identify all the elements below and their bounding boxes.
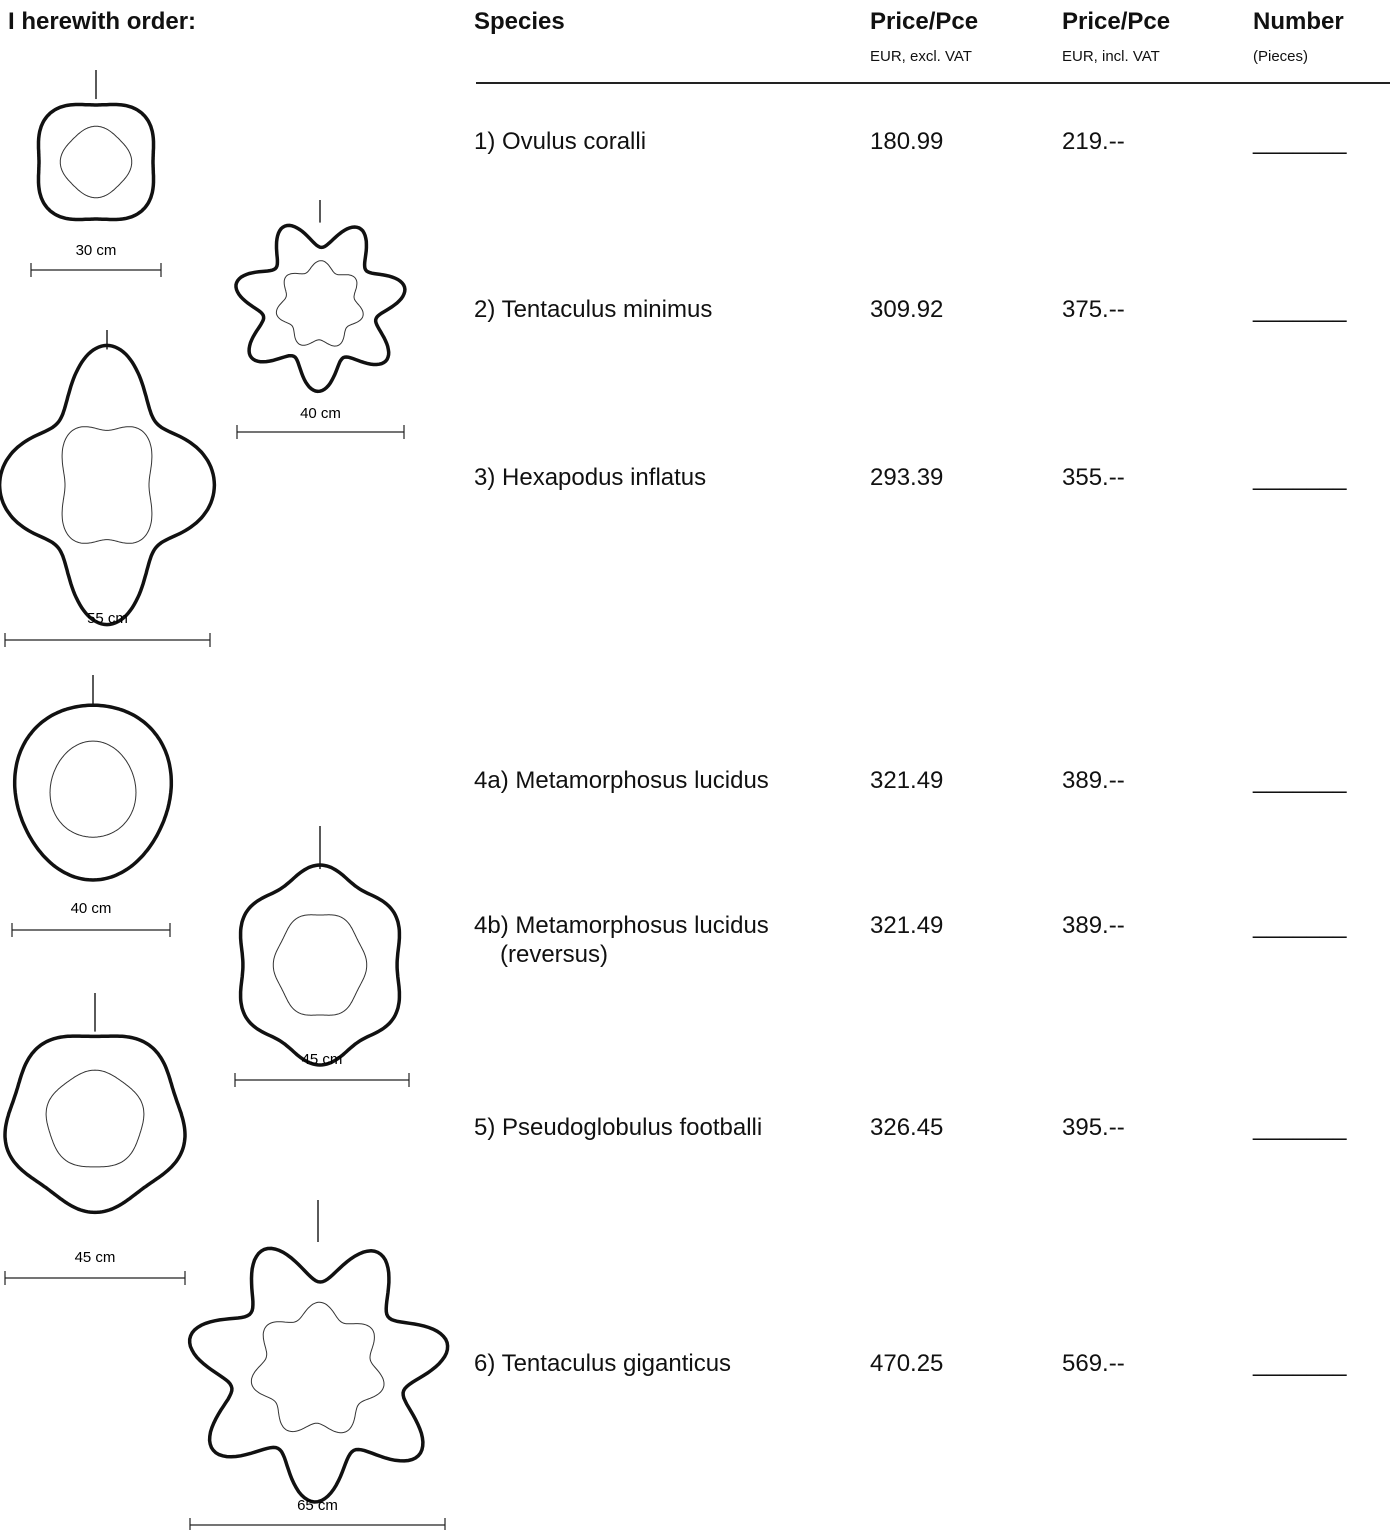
price-excl: 321.49 — [870, 912, 943, 940]
column-subtitle: (Pieces) — [1253, 48, 1308, 65]
size-label: 30 cm — [76, 242, 117, 259]
number-blank: _______ — [1253, 912, 1346, 940]
number-blank: _______ — [1253, 296, 1346, 324]
price-incl: 389.-- — [1062, 767, 1125, 795]
species-name: 5) Pseudoglobulus footballi — [474, 1114, 762, 1142]
header-rule — [476, 82, 1390, 84]
price-excl: 321.49 — [870, 767, 943, 795]
price-incl: 389.-- — [1062, 912, 1125, 940]
lamp-seams — [60, 126, 131, 197]
lamp-outline — [39, 105, 154, 220]
price-excl: 470.25 — [870, 1350, 943, 1378]
lamp-seams — [62, 427, 152, 544]
column-title: Price/Pce — [1062, 8, 1170, 36]
species-name: 4b) Metamorphosus lucidus — [474, 912, 769, 940]
price-incl: 395.-- — [1062, 1114, 1125, 1142]
lamp-outline — [0, 345, 214, 624]
size-label: 45 cm — [75, 1249, 116, 1266]
column-title: Species — [474, 8, 565, 36]
number-blank: _______ — [1253, 1350, 1346, 1378]
lamp-seams — [46, 1070, 144, 1167]
lamp-outline — [236, 225, 405, 391]
size-label: 40 cm — [71, 900, 112, 917]
number-blank: _______ — [1253, 128, 1346, 156]
species-name: 1) Ovulus coralli — [474, 128, 646, 156]
order-page: I herewith order: SpeciesPrice/PceEUR, e… — [0, 0, 1397, 1530]
species-name: 3) Hexapodus inflatus — [474, 464, 706, 492]
column-title: Price/Pce — [870, 8, 978, 36]
illustrations: 30 cm 40 cm 55 cm 40 cm 45 cm 45 cm 65 cm — [0, 0, 470, 1530]
number-blank: _______ — [1253, 464, 1346, 492]
column-subtitle: EUR, excl. VAT — [870, 48, 972, 65]
price-incl: 219.-- — [1062, 128, 1125, 156]
column-title: Number — [1253, 8, 1344, 36]
lamp-outline — [15, 705, 172, 880]
price-incl: 355.-- — [1062, 464, 1125, 492]
size-label: 45 cm — [302, 1051, 343, 1068]
lamp-outline — [241, 865, 400, 1065]
species-name: 4a) Metamorphosus lucidus — [474, 767, 769, 795]
lamp-outline — [5, 1036, 185, 1212]
lamp-seams — [50, 741, 136, 837]
price-incl: 375.-- — [1062, 296, 1125, 324]
lamp-seams — [276, 261, 363, 346]
price-excl: 180.99 — [870, 128, 943, 156]
price-excl: 309.92 — [870, 296, 943, 324]
size-label: 40 cm — [300, 405, 341, 422]
size-label: 55 cm — [87, 610, 128, 627]
number-blank: _______ — [1253, 767, 1346, 795]
lamp-seams — [251, 1302, 384, 1432]
column-subtitle: EUR, incl. VAT — [1062, 48, 1160, 65]
species-name: 2) Tentaculus minimus — [474, 296, 712, 324]
lamp-seams — [273, 915, 366, 1015]
price-excl: 293.39 — [870, 464, 943, 492]
lamp-outline — [190, 1248, 448, 1502]
price-excl: 326.45 — [870, 1114, 943, 1142]
price-incl: 569.-- — [1062, 1350, 1125, 1378]
number-blank: _______ — [1253, 1114, 1346, 1142]
species-name: (reversus) — [500, 941, 608, 969]
size-label: 65 cm — [297, 1497, 338, 1514]
species-name: 6) Tentaculus giganticus — [474, 1350, 731, 1378]
